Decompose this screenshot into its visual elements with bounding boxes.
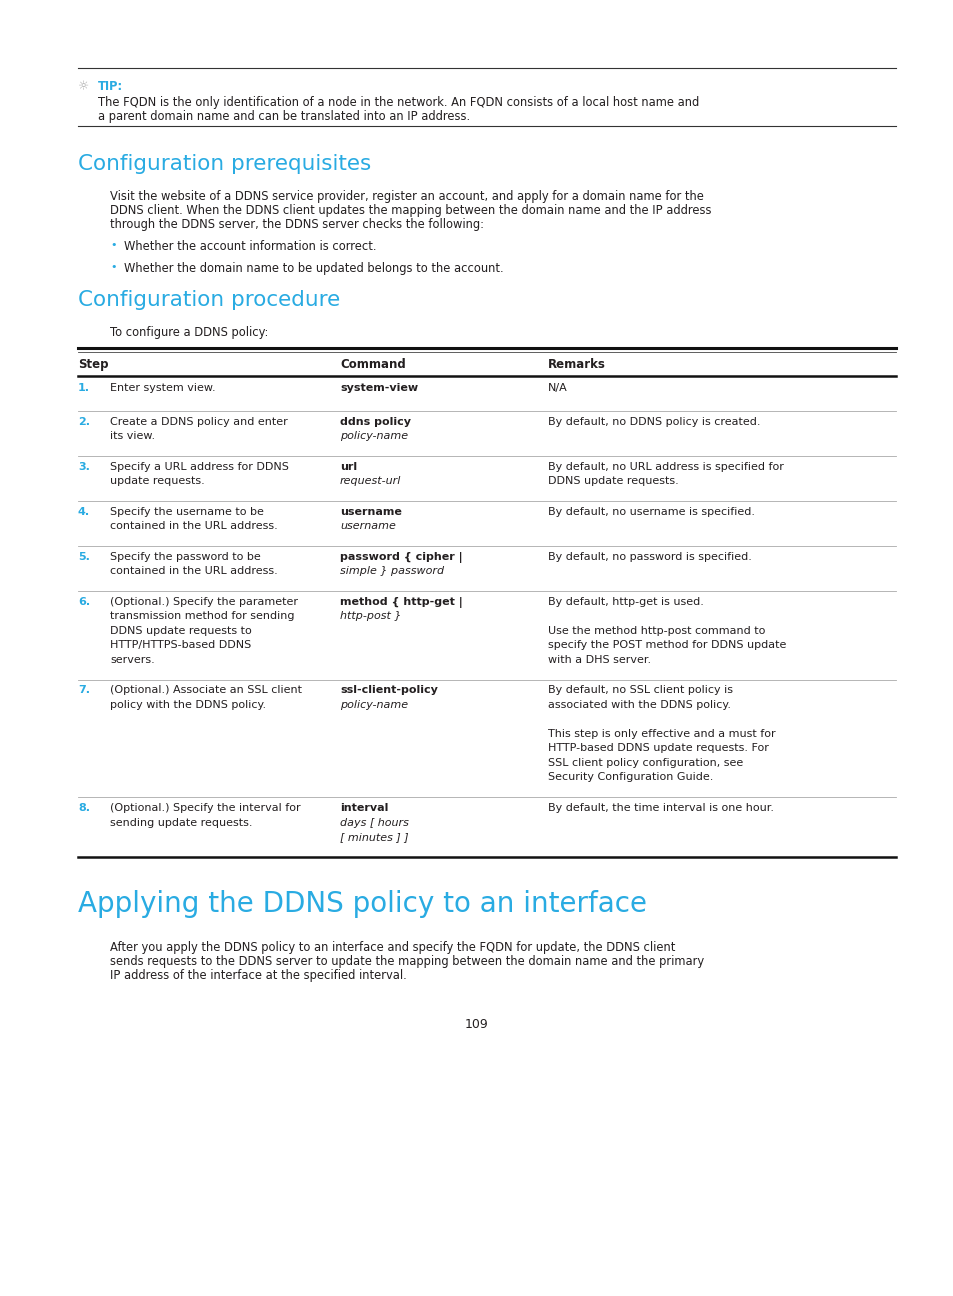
Text: This step is only effective and a must for: This step is only effective and a must f… — [547, 728, 775, 739]
Text: method { http-get |: method { http-get | — [339, 597, 462, 608]
Text: SSL client policy configuration, see: SSL client policy configuration, see — [547, 758, 742, 769]
Text: url: url — [339, 461, 356, 472]
Text: To configure a DDNS policy:: To configure a DDNS policy: — [110, 327, 268, 340]
Text: days [ hours: days [ hours — [339, 818, 409, 828]
Text: associated with the DDNS policy.: associated with the DDNS policy. — [547, 700, 730, 710]
Text: By default, the time interval is one hour.: By default, the time interval is one hou… — [547, 804, 773, 813]
Text: 109: 109 — [465, 1019, 488, 1032]
Text: transmission method for sending: transmission method for sending — [110, 612, 294, 622]
Text: through the DDNS server, the DDNS server checks the following:: through the DDNS server, the DDNS server… — [110, 218, 483, 231]
Text: simple } password: simple } password — [339, 566, 444, 577]
Text: TIP:: TIP: — [98, 80, 123, 93]
Text: Applying the DDNS policy to an interface: Applying the DDNS policy to an interface — [78, 890, 646, 919]
Text: DDNS update requests.: DDNS update requests. — [547, 477, 678, 486]
Text: HTTP/HTTPS-based DDNS: HTTP/HTTPS-based DDNS — [110, 640, 251, 651]
Text: password { cipher |: password { cipher | — [339, 552, 462, 562]
Text: •: • — [110, 240, 116, 250]
Text: By default, no SSL client policy is: By default, no SSL client policy is — [547, 686, 732, 696]
Text: Enter system view.: Enter system view. — [110, 384, 215, 393]
Text: HTTP-based DDNS update requests. For: HTTP-based DDNS update requests. For — [547, 744, 768, 753]
Text: (Optional.) Associate an SSL client: (Optional.) Associate an SSL client — [110, 686, 302, 696]
Text: ☼: ☼ — [78, 80, 90, 93]
Text: ssl-client-policy: ssl-client-policy — [339, 686, 437, 696]
Text: •: • — [110, 262, 116, 272]
Text: IP address of the interface at the specified interval.: IP address of the interface at the speci… — [110, 968, 406, 981]
Text: update requests.: update requests. — [110, 477, 205, 486]
Text: its view.: its view. — [110, 432, 155, 442]
Text: By default, no password is specified.: By default, no password is specified. — [547, 552, 751, 562]
Text: sends requests to the DDNS server to update the mapping between the domain name : sends requests to the DDNS server to upd… — [110, 954, 703, 968]
Text: Whether the account information is correct.: Whether the account information is corre… — [124, 240, 376, 253]
Text: a parent domain name and can be translated into an IP address.: a parent domain name and can be translat… — [98, 110, 470, 123]
Text: policy with the DDNS policy.: policy with the DDNS policy. — [110, 700, 266, 710]
Text: 5.: 5. — [78, 552, 90, 562]
Text: 4.: 4. — [78, 507, 90, 517]
Text: Configuration prerequisites: Configuration prerequisites — [78, 154, 371, 174]
Text: Visit the website of a DDNS service provider, register an account, and apply for: Visit the website of a DDNS service prov… — [110, 191, 703, 203]
Text: 3.: 3. — [78, 461, 90, 472]
Text: [ minutes ] ]: [ minutes ] ] — [339, 832, 408, 842]
Text: N/A: N/A — [547, 384, 567, 393]
Text: By default, no DDNS policy is created.: By default, no DDNS policy is created. — [547, 417, 760, 426]
Text: with a DHS server.: with a DHS server. — [547, 654, 651, 665]
Text: Whether the domain name to be updated belongs to the account.: Whether the domain name to be updated be… — [124, 262, 503, 275]
Text: Create a DDNS policy and enter: Create a DDNS policy and enter — [110, 417, 288, 426]
Text: 6.: 6. — [78, 597, 90, 607]
Text: ddns policy: ddns policy — [339, 417, 411, 426]
Text: policy-name: policy-name — [339, 432, 408, 442]
Text: username: username — [339, 521, 395, 531]
Text: interval: interval — [339, 804, 388, 813]
Text: The FQDN is the only identification of a node in the network. An FQDN consists o: The FQDN is the only identification of a… — [98, 96, 699, 109]
Text: After you apply the DDNS policy to an interface and specify the FQDN for update,: After you apply the DDNS policy to an in… — [110, 941, 675, 954]
Text: Step: Step — [78, 358, 109, 371]
Text: (Optional.) Specify the parameter: (Optional.) Specify the parameter — [110, 597, 297, 607]
Text: 1.: 1. — [78, 384, 90, 393]
Text: http-post }: http-post } — [339, 612, 401, 622]
Text: By default, no URL address is specified for: By default, no URL address is specified … — [547, 461, 783, 472]
Text: Specify the username to be: Specify the username to be — [110, 507, 264, 517]
Text: Specify the password to be: Specify the password to be — [110, 552, 260, 562]
Text: specify the POST method for DDNS update: specify the POST method for DDNS update — [547, 640, 785, 651]
Text: Use the method http-post command to: Use the method http-post command to — [547, 626, 764, 636]
Text: (Optional.) Specify the interval for: (Optional.) Specify the interval for — [110, 804, 300, 813]
Text: 2.: 2. — [78, 417, 90, 426]
Text: Command: Command — [339, 358, 405, 371]
Text: 7.: 7. — [78, 686, 90, 696]
Text: Remarks: Remarks — [547, 358, 605, 371]
Text: Specify a URL address for DDNS: Specify a URL address for DDNS — [110, 461, 289, 472]
Text: sending update requests.: sending update requests. — [110, 818, 253, 828]
Text: system-view: system-view — [339, 384, 417, 393]
Text: By default, no username is specified.: By default, no username is specified. — [547, 507, 754, 517]
Text: policy-name: policy-name — [339, 700, 408, 710]
Text: DDNS update requests to: DDNS update requests to — [110, 626, 252, 636]
Text: servers.: servers. — [110, 654, 154, 665]
Text: DDNS client. When the DDNS client updates the mapping between the domain name an: DDNS client. When the DDNS client update… — [110, 203, 711, 216]
Text: username: username — [339, 507, 401, 517]
Text: contained in the URL address.: contained in the URL address. — [110, 521, 277, 531]
Text: By default, http-get is used.: By default, http-get is used. — [547, 597, 703, 607]
Text: Security Configuration Guide.: Security Configuration Guide. — [547, 772, 713, 783]
Text: contained in the URL address.: contained in the URL address. — [110, 566, 277, 577]
Text: Configuration procedure: Configuration procedure — [78, 290, 340, 310]
Text: 8.: 8. — [78, 804, 90, 813]
Text: request-url: request-url — [339, 477, 401, 486]
